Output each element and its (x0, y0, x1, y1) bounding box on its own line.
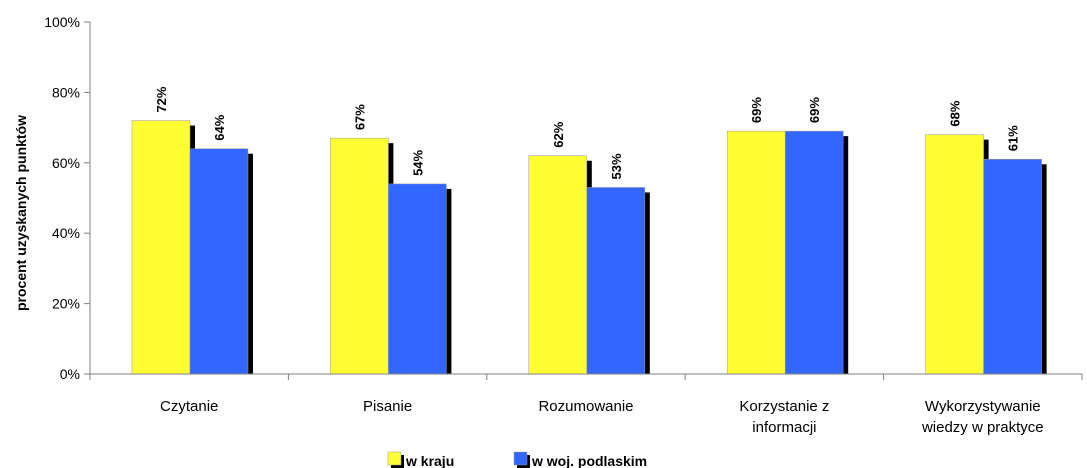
bar-w-kraju (726, 130, 786, 375)
data-label: 68% (948, 100, 963, 126)
bar-w-woj-podlaskim (189, 148, 249, 375)
legend-item: w woj. podlaskim (513, 451, 647, 468)
x-category-label: Pisanie (363, 398, 412, 415)
legend-label: w kraju (405, 453, 454, 468)
bar-w-woj-podlaskim (586, 187, 646, 375)
y-axis: 0% 20% 40% 60% 80% 100% (44, 14, 91, 382)
data-label: 72% (154, 86, 169, 112)
bar-w-kraju (131, 120, 191, 375)
bars: 72% 67% 62% 69% 68% 64% 54% 53% 69% 61% (131, 86, 1047, 375)
bar-w-kraju (925, 134, 984, 375)
bar-w-kraju (330, 137, 389, 375)
legend-label: w woj. podlaskim (531, 453, 647, 468)
y-tick-label: 80% (52, 84, 80, 100)
legend: w kraju w woj. podlaskim (387, 451, 647, 468)
legend-swatch (387, 451, 402, 466)
y-axis-label: procent uzyskanych punktów (13, 115, 29, 311)
y-tick-label: 20% (52, 296, 80, 312)
x-category-label: Czytanie (160, 398, 218, 415)
y-tick-label: 0% (60, 366, 80, 382)
y-tick-label: 40% (52, 225, 80, 241)
y-tick-label: 100% (44, 14, 80, 30)
data-label: 61% (1006, 125, 1021, 151)
legend-swatch (513, 451, 528, 466)
x-category-label: Rozumowanie (538, 398, 633, 415)
x-category-label: Wykorzystywanie wiedzy w praktyce (921, 398, 1044, 436)
bar-w-woj-podlaskim (983, 159, 1042, 375)
data-label: 62% (551, 121, 566, 147)
data-label: 54% (410, 149, 425, 175)
bar-w-woj-podlaskim (388, 183, 447, 375)
data-label: 69% (749, 97, 764, 123)
bar-w-woj-podlaskim (784, 130, 844, 375)
legend-item: w kraju (387, 451, 454, 468)
data-label: 53% (609, 153, 624, 179)
x-category-label: Korzystanie z informacji (739, 398, 829, 436)
data-label: 67% (352, 104, 367, 130)
bar-w-kraju (528, 155, 588, 375)
data-label: 64% (212, 114, 227, 140)
data-label: 69% (807, 97, 822, 123)
y-tick-label: 60% (52, 155, 80, 171)
